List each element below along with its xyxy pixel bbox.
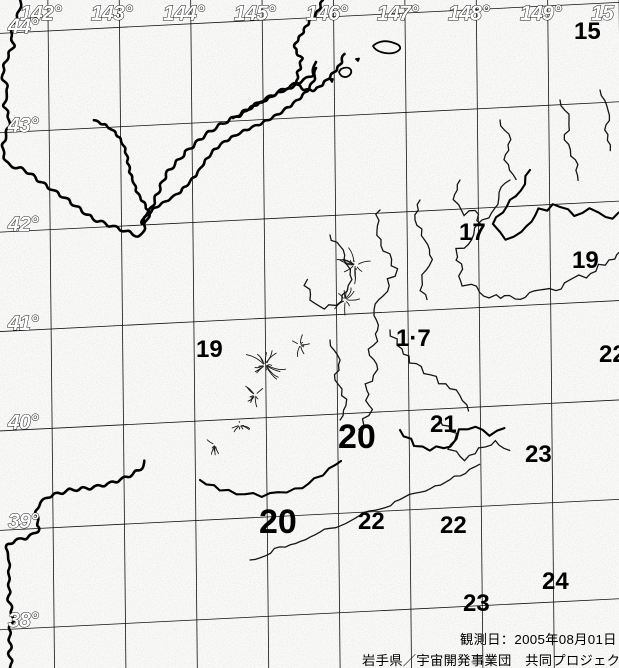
svg-text:42°: 42° bbox=[7, 213, 39, 236]
svg-text:39°: 39° bbox=[8, 510, 39, 533]
svg-text:44°: 44° bbox=[7, 15, 39, 38]
svg-text:144°: 144° bbox=[163, 2, 205, 25]
svg-text:41°: 41° bbox=[7, 312, 39, 335]
svg-text:43°: 43° bbox=[7, 114, 39, 137]
svg-text:149°: 149° bbox=[520, 2, 562, 25]
svg-text:145°: 145° bbox=[234, 2, 276, 25]
svg-text:148°: 148° bbox=[448, 2, 490, 25]
svg-text:143°: 143° bbox=[91, 2, 133, 25]
svg-text:40°: 40° bbox=[7, 411, 39, 434]
svg-text:146°: 146° bbox=[306, 2, 348, 25]
svg-text:147°: 147° bbox=[377, 2, 419, 25]
svg-text:38°: 38° bbox=[8, 609, 39, 632]
